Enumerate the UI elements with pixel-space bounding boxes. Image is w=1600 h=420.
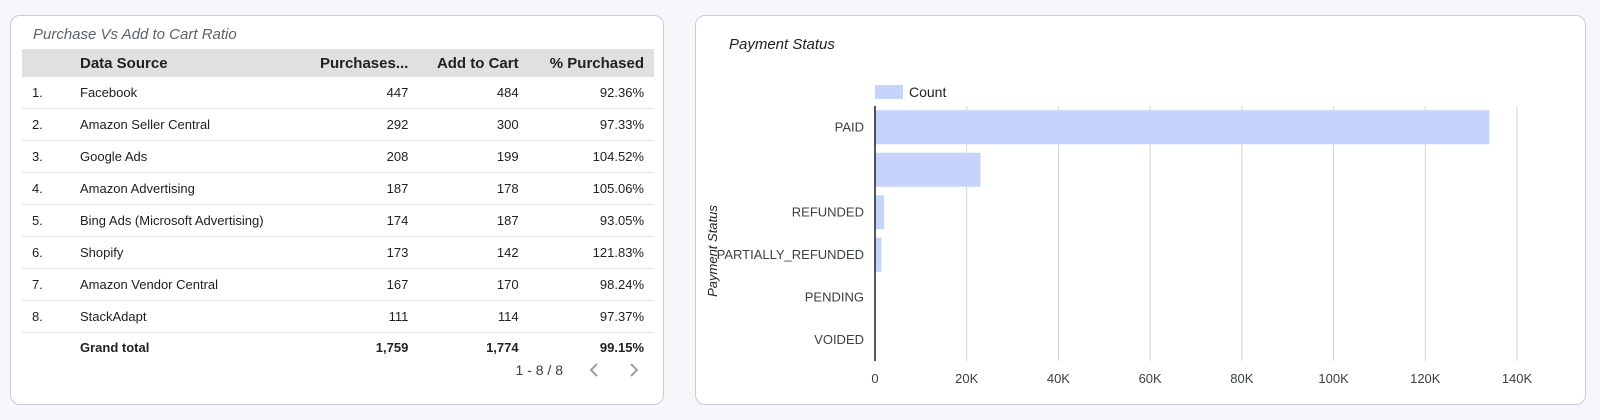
prev-page-button[interactable]: [585, 361, 603, 379]
chart-title: Payment Status: [729, 36, 835, 53]
data-source-cell: Amazon Seller Central: [80, 108, 300, 141]
column-header-pct-purchased[interactable]: % Purchased: [528, 49, 654, 77]
purchases-cell: 292: [300, 108, 419, 141]
x-tick-label: 0: [871, 371, 878, 386]
table-row[interactable]: 3. Google Ads 208 199 104.52%: [22, 140, 654, 173]
column-header-add-to-cart[interactable]: Add to Cart: [418, 49, 529, 77]
data-source-cell: Google Ads: [80, 140, 300, 173]
row-index: 1.: [22, 77, 80, 109]
add-to-cart-cell: 300: [418, 108, 529, 141]
y-category-label: PAID: [835, 119, 864, 134]
pct-purchased-cell: 92.36%: [528, 77, 654, 109]
data-source-cell: Amazon Advertising: [80, 172, 300, 205]
bar: [875, 110, 1490, 145]
purchases-cell: 174: [300, 204, 419, 237]
add-to-cart-cell: 187: [418, 204, 529, 237]
pct-purchased-cell: 97.37%: [528, 300, 654, 333]
pct-purchased-cell: 105.06%: [528, 172, 654, 205]
table-row[interactable]: 5. Bing Ads (Microsoft Advertising) 174 187…: [22, 204, 654, 237]
table-row[interactable]: 2. Amazon Seller Central 292 300 97.33%: [22, 108, 654, 141]
purchases-cell: 187: [300, 172, 419, 205]
next-page-button[interactable]: [625, 361, 643, 379]
add-to-cart-cell: 114: [418, 300, 529, 333]
row-index: 8.: [22, 300, 80, 333]
add-to-cart-cell: 178: [418, 172, 529, 205]
purchase-ratio-card: Purchase Vs Add to Cart Ratio Data Sourc…: [10, 15, 664, 405]
total-index: [22, 333, 80, 362]
column-header-purchases[interactable]: Purchases...: [300, 49, 419, 77]
total-add-to-cart: 1,774: [486, 339, 519, 355]
add-to-cart-cell: 484: [418, 77, 529, 109]
table-row[interactable]: 4. Amazon Advertising 187 178 105.06%: [22, 172, 654, 205]
legend-label: Count: [909, 84, 946, 100]
chevron-right-icon: [630, 363, 639, 377]
pct-purchased-cell: 93.05%: [528, 204, 654, 237]
payment-status-chart: 0 20K 40K 60K 80K 100K 120K 140K PAID REFUNDED PAR…: [705, 84, 1533, 386]
table-row[interactable]: 1. Facebook 447 484 92.36%: [22, 77, 654, 109]
row-index: 2.: [22, 108, 80, 141]
table-row[interactable]: 7. Amazon Vendor Central 167 170 98.24%: [22, 268, 654, 301]
pagination-label: 1 - 8 / 8: [515, 362, 563, 378]
purchases-cell: 208: [300, 140, 419, 173]
add-to-cart-cell: 142: [418, 236, 529, 269]
column-header-data-source[interactable]: Data Source: [80, 49, 300, 77]
purchase-ratio-table: Data Source Purchases... Add to Cart % P…: [22, 49, 654, 361]
add-to-cart-cell: 170: [418, 268, 529, 301]
pct-purchased-cell: 104.52%: [528, 140, 654, 173]
y-category-label: PENDING: [805, 289, 864, 304]
bar: [875, 152, 981, 187]
x-tick-label: 20K: [955, 371, 978, 386]
pct-purchased-cell: 121.83%: [528, 236, 654, 269]
total-purchases: 1,759: [375, 339, 409, 355]
y-category-label: REFUNDED: [792, 204, 864, 219]
y-category-label: VOIDED: [814, 332, 864, 347]
x-tick-label: 120K: [1410, 371, 1441, 386]
row-index: 6.: [22, 236, 80, 269]
bar: [875, 237, 882, 272]
table-title: Purchase Vs Add to Cart Ratio: [33, 26, 237, 43]
data-source-cell: Bing Ads (Microsoft Advertising): [80, 204, 300, 237]
pct-purchased-cell: 98.24%: [528, 268, 654, 301]
pagination: 1 - 8 / 8: [516, 361, 643, 379]
x-tick-label: 140K: [1502, 371, 1533, 386]
row-index: 4.: [22, 172, 80, 205]
purchases-cell: 167: [300, 268, 419, 301]
x-tick-label: 60K: [1139, 371, 1162, 386]
x-tick-label: 80K: [1230, 371, 1253, 386]
row-index: 7.: [22, 268, 80, 301]
y-axis-title: Payment Status: [705, 205, 720, 297]
data-source-cell: Facebook: [80, 77, 300, 109]
row-index: 5.: [22, 204, 80, 237]
chevron-left-icon: [589, 363, 598, 377]
table-row[interactable]: 6. Shopify 173 142 121.83%: [22, 236, 654, 269]
y-category-label: PARTIALLY_REFUNDED: [717, 247, 864, 262]
data-source-cell: Shopify: [80, 236, 300, 269]
purchases-cell: 173: [300, 236, 419, 269]
data-source-cell: StackAdapt: [80, 300, 300, 333]
payment-status-card: Payment Status 0 20K 40K 60K 80K 100K 120K 140K…: [695, 15, 1586, 405]
data-source-cell: Amazon Vendor Central: [80, 268, 300, 301]
row-index: 3.: [22, 140, 80, 173]
grand-total-row: Grand total 1,759 1,774 99.15%: [22, 333, 654, 362]
index-header: [22, 49, 80, 77]
table-row[interactable]: 8. StackAdapt 111 114 97.37%: [22, 300, 654, 333]
purchases-cell: 111: [300, 300, 419, 333]
purchases-cell: 447: [300, 77, 419, 109]
bar: [875, 195, 885, 230]
table-header-row: Data Source Purchases... Add to Cart % P…: [22, 49, 654, 77]
legend-swatch: [875, 85, 903, 99]
x-tick-label: 40K: [1047, 371, 1070, 386]
grand-total-label: Grand total: [80, 339, 150, 355]
pct-purchased-cell: 97.33%: [528, 108, 654, 141]
total-pct-purchased: 99.15%: [599, 339, 644, 355]
add-to-cart-cell: 199: [418, 140, 529, 173]
x-tick-label: 100K: [1318, 371, 1349, 386]
